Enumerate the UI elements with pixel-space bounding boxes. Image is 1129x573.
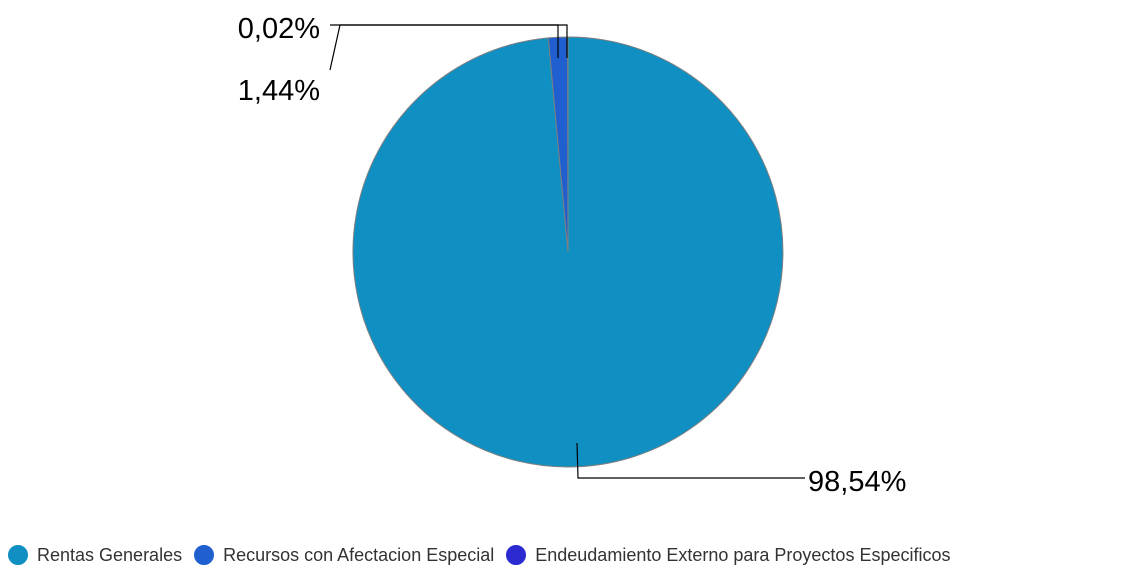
legend-swatch-icon bbox=[8, 545, 28, 565]
legend: Rentas Generales Recursos con Afectacion … bbox=[8, 543, 962, 567]
leader-lines bbox=[329, 24, 805, 479]
legend-swatch-icon bbox=[506, 545, 527, 565]
legend-label: Recursos con Afectacion Especial bbox=[223, 544, 495, 565]
legend-item-endeudamiento[interactable]: Endeudamiento Externo para Proyectos Esp… bbox=[506, 545, 950, 566]
pie-slices bbox=[352, 36, 784, 468]
legend-swatch-icon bbox=[194, 545, 215, 565]
legend-item-rentas-generales[interactable]: Rentas Generales bbox=[8, 545, 182, 566]
legend-item-recursos-afectacion[interactable]: Recursos con Afectacion Especial bbox=[194, 545, 494, 566]
slice-labels: 98,54% 1,44% 0,02% bbox=[238, 13, 907, 498]
leader-line-rentas-generales bbox=[576, 442, 805, 479]
leader-line-endeudamiento bbox=[330, 24, 568, 58]
label-rentas-generales: 98,54% bbox=[808, 466, 906, 498]
legend-label: Endeudamiento Externo para Proyectos Esp… bbox=[535, 544, 951, 565]
pie-chart: 98,54% 1,44% 0,02% bbox=[238, 13, 907, 498]
legend-label: Rentas Generales bbox=[37, 544, 183, 565]
label-recursos-afectacion: 1,44% bbox=[238, 75, 320, 107]
label-endeudamiento: 0,02% bbox=[238, 13, 320, 45]
